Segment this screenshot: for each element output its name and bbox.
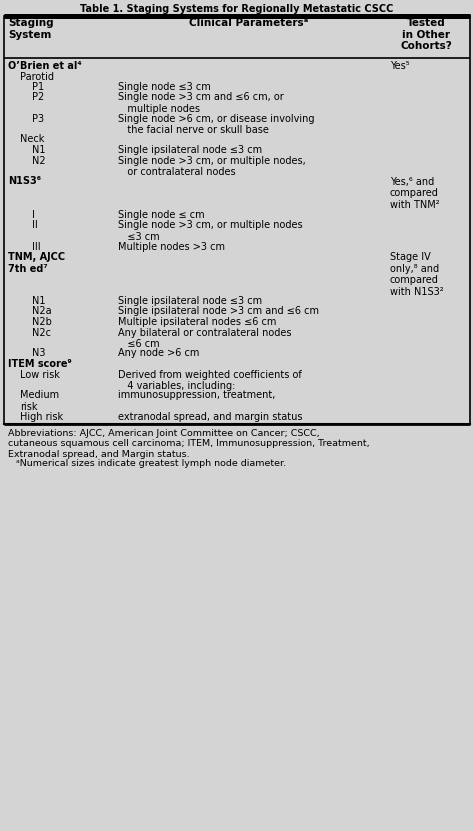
Text: Multiple ipsilateral nodes ≤6 cm: Multiple ipsilateral nodes ≤6 cm [118, 317, 276, 327]
Text: Single node >3 cm and ≤6 cm, or
   multiple nodes: Single node >3 cm and ≤6 cm, or multiple… [118, 92, 284, 114]
Text: I: I [32, 210, 35, 220]
Text: N1S3⁶: N1S3⁶ [8, 176, 41, 186]
Text: Medium
risk: Medium risk [20, 391, 59, 412]
Text: P2: P2 [32, 92, 44, 102]
Text: ITEM score⁹: ITEM score⁹ [8, 359, 72, 369]
Text: Multiple nodes >3 cm: Multiple nodes >3 cm [118, 242, 225, 252]
Text: extranodal spread, and margin status: extranodal spread, and margin status [118, 411, 302, 421]
Text: Yes,⁶ and
compared
with TNM²: Yes,⁶ and compared with TNM² [390, 176, 439, 209]
Text: Single node ≤ cm: Single node ≤ cm [118, 210, 205, 220]
Text: Tested
in Other
Cohorts?: Tested in Other Cohorts? [400, 18, 452, 52]
Text: Stage IV
only,⁸ and
compared
with N1S3²: Stage IV only,⁸ and compared with N1S3² [390, 252, 444, 297]
Text: Low risk: Low risk [20, 370, 60, 380]
Text: N1: N1 [32, 296, 46, 306]
Text: P3: P3 [32, 114, 44, 124]
Text: Staging
System: Staging System [8, 18, 54, 40]
Text: II: II [32, 220, 38, 230]
Text: N2a: N2a [32, 307, 52, 317]
Text: Single node >3 cm, or multiple nodes
   ≤3 cm: Single node >3 cm, or multiple nodes ≤3 … [118, 220, 302, 242]
Text: immunosuppression, treatment,: immunosuppression, treatment, [118, 391, 275, 401]
Text: Derived from weighted coefficients of
   4 variables, including:: Derived from weighted coefficients of 4 … [118, 370, 302, 391]
Text: Single ipsilateral node ≤3 cm: Single ipsilateral node ≤3 cm [118, 145, 262, 155]
Text: Yes⁵: Yes⁵ [390, 61, 410, 71]
Text: TNM, AJCC
7th ed⁷: TNM, AJCC 7th ed⁷ [8, 252, 65, 273]
Text: N1: N1 [32, 145, 46, 155]
Text: Single ipsilateral node ≤3 cm: Single ipsilateral node ≤3 cm [118, 296, 262, 306]
Text: N2: N2 [32, 155, 46, 165]
Text: Abbreviations: AJCC, American Joint Committee on Cancer; CSCC,
cutaneous squamou: Abbreviations: AJCC, American Joint Comm… [8, 429, 370, 459]
Text: ᵃNumerical sizes indicate greatest lymph node diameter.: ᵃNumerical sizes indicate greatest lymph… [16, 459, 286, 468]
Text: Any bilateral or contralateral nodes
   ≤6 cm: Any bilateral or contralateral nodes ≤6 … [118, 327, 292, 349]
Text: N3: N3 [32, 348, 46, 358]
Text: Table 1. Staging Systems for Regionally Metastatic CSCC: Table 1. Staging Systems for Regionally … [80, 4, 394, 14]
Text: O’Brien et al⁴: O’Brien et al⁴ [8, 61, 82, 71]
Text: Single node >6 cm, or disease involving
   the facial nerve or skull base: Single node >6 cm, or disease involving … [118, 114, 315, 135]
Text: N2c: N2c [32, 327, 51, 337]
Text: Neck: Neck [20, 135, 45, 145]
Text: High risk: High risk [20, 411, 63, 421]
Text: P1: P1 [32, 82, 44, 92]
Text: Single node >3 cm, or multiple nodes,
   or contralateral nodes: Single node >3 cm, or multiple nodes, or… [118, 155, 306, 177]
Text: Single ipsilateral node >3 cm and ≤6 cm: Single ipsilateral node >3 cm and ≤6 cm [118, 307, 319, 317]
Text: N2b: N2b [32, 317, 52, 327]
Text: Any node >6 cm: Any node >6 cm [118, 348, 200, 358]
Text: Clinical Parametersᵃ: Clinical Parametersᵃ [189, 18, 309, 28]
Text: Single node ≤3 cm: Single node ≤3 cm [118, 82, 211, 92]
Text: III: III [32, 242, 41, 252]
Text: Parotid: Parotid [20, 71, 54, 81]
